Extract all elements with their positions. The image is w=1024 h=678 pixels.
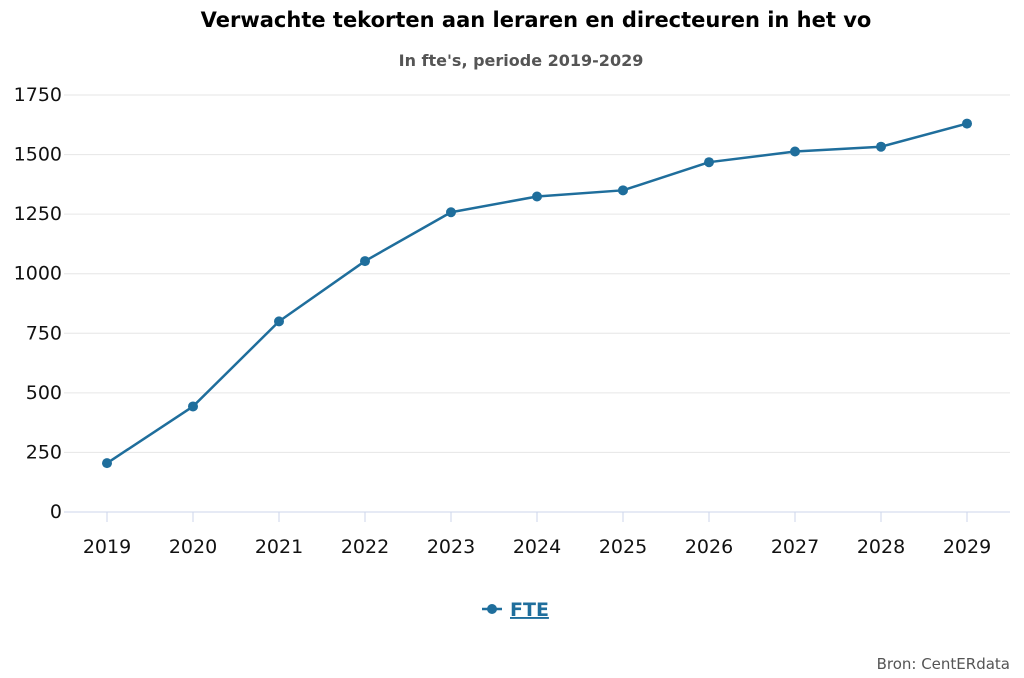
chart-subtitle: In fte's, periode 2019-2029 <box>399 51 644 70</box>
data-point[interactable] <box>532 191 542 202</box>
y-tick-label: 250 <box>26 441 62 463</box>
x-tick-label: 2028 <box>857 536 905 558</box>
y-tick-label: 0 <box>50 501 62 523</box>
data-point[interactable] <box>188 401 198 412</box>
data-point[interactable] <box>704 157 714 168</box>
series-fte[interactable] <box>102 118 972 469</box>
y-tick-label: 1750 <box>14 84 62 106</box>
x-tick-label: 2021 <box>255 536 303 558</box>
data-point[interactable] <box>446 207 456 218</box>
y-tick-label: 750 <box>26 322 62 344</box>
data-point[interactable] <box>102 458 112 469</box>
gridlines <box>64 94 1010 453</box>
x-tick-label: 2020 <box>169 536 217 558</box>
x-tick-label: 2029 <box>943 536 991 558</box>
x-tick-label: 2026 <box>685 536 733 558</box>
legend[interactable]: FTE <box>482 599 549 621</box>
data-point[interactable] <box>876 141 886 152</box>
data-point[interactable] <box>962 118 972 129</box>
credits[interactable]: Bron: CentERdata <box>877 655 1010 673</box>
x-tick-label: 2027 <box>771 536 819 558</box>
y-tick-label: 500 <box>26 382 62 404</box>
x-tick-label: 2023 <box>427 536 475 558</box>
y-axis: 0 250 500 750 1000 1250 1500 1750 <box>14 84 62 523</box>
data-point[interactable] <box>274 316 284 327</box>
data-point[interactable] <box>790 146 800 157</box>
y-tick-label: 1250 <box>14 203 62 225</box>
data-point[interactable] <box>618 185 628 196</box>
x-tick-label: 2022 <box>341 536 389 558</box>
x-tick-label: 2024 <box>513 536 561 558</box>
legend-item-fte[interactable]: FTE <box>510 599 549 621</box>
x-axis: 2019 2020 2021 2022 2023 2024 2025 2026 2027 2028… <box>64 511 1010 558</box>
data-point[interactable] <box>360 256 370 267</box>
legend-marker <box>487 604 497 614</box>
y-tick-label: 1000 <box>14 263 62 285</box>
y-tick-label: 1500 <box>14 144 62 166</box>
x-tick-label: 2019 <box>83 536 131 558</box>
chart-title: Verwachte tekorten aan leraren en direct… <box>201 8 872 32</box>
x-tick-label: 2025 <box>599 536 647 558</box>
series-line <box>105 122 969 465</box>
